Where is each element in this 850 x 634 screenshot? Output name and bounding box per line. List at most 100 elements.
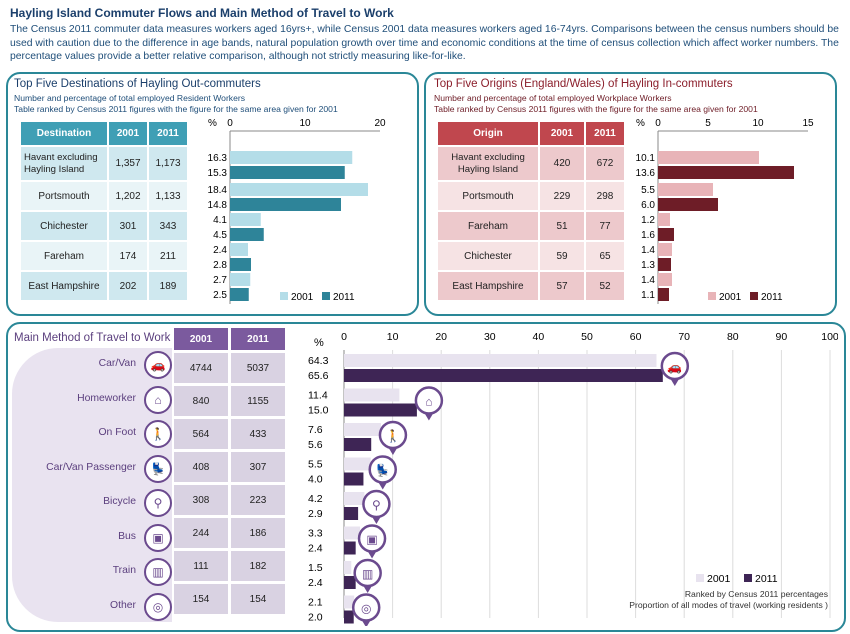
- bar-2001: [658, 151, 759, 164]
- data-label-2001: 11.4: [308, 390, 328, 402]
- train-icon-glyph: ▥: [362, 567, 373, 581]
- table-row: Portsmouth 229 298: [438, 182, 624, 210]
- data-label-2011: 1.1: [641, 290, 655, 301]
- row-2001: 1,202: [115, 190, 141, 202]
- data-label-2001: 4.2: [308, 493, 323, 505]
- x-tick-label: 0: [227, 118, 233, 129]
- bar-2001: [344, 457, 371, 471]
- row-2001: 308: [192, 494, 210, 506]
- table-row: 408 307: [174, 452, 285, 482]
- data-label-2011: 2.4: [308, 543, 323, 555]
- table-row: East Hampshire 57 52: [438, 272, 624, 300]
- col-header-2001: 2001: [540, 122, 584, 145]
- row-2001: 4744: [189, 362, 213, 374]
- table-row: Fareham 51 77: [438, 212, 624, 240]
- row-name: Fareham: [467, 220, 508, 232]
- bar-2011: [344, 403, 417, 417]
- row-2001: 174: [119, 250, 137, 262]
- walking-icon-glyph: 🚶: [385, 429, 400, 443]
- in-commuters-bar-chart: % 0 5 10 15 10.1 13.6 5.5 6.0 1.2 1.6 1.4 1.3 1.4 1.1 2…: [636, 118, 814, 304]
- table-row: 840 1155: [174, 386, 285, 416]
- travel-note-line1: Ranked by Census 2011 percentages: [684, 589, 828, 599]
- data-label-2011: 4.0: [308, 474, 323, 486]
- bus-icon: [357, 524, 387, 553]
- car-icon-glyph: 🚗: [667, 360, 682, 374]
- travel-method-label: Other: [110, 599, 136, 611]
- row-2011: 298: [596, 190, 614, 202]
- data-label-2001: 4.1: [213, 215, 227, 226]
- other-icon: [351, 593, 381, 622]
- col-header-destination: Destination: [21, 122, 107, 145]
- bar-2001: [344, 526, 361, 540]
- table-row: 154 154: [174, 584, 285, 614]
- data-label-2011: 2.4: [308, 577, 323, 589]
- x-tick-label: 90: [776, 331, 788, 343]
- out-commuters-bar-chart: % 0 10 20 16.3 15.3 18.4 14.8 4.1 4.5 2.4 2.8 2.7 2.5…: [208, 118, 386, 304]
- legend-swatch-2001: [708, 292, 716, 300]
- row-2001: 1,357: [115, 158, 141, 169]
- row-2001: 111: [193, 560, 209, 572]
- data-label-2011: 13.6: [636, 168, 656, 179]
- data-label-2011: 2.5: [213, 290, 227, 301]
- bar-2011: [230, 198, 341, 211]
- row-2001: 57: [556, 280, 568, 292]
- house-icon: [414, 386, 444, 415]
- row-2011: 307: [249, 461, 267, 473]
- data-label-2001: 7.6: [308, 424, 323, 436]
- bar-2001: [230, 243, 248, 256]
- bar-2011: [658, 288, 669, 301]
- bar-2001: [344, 388, 400, 402]
- data-label-2001: 10.1: [636, 153, 656, 164]
- in-commuters-table: Origin 2001 2011 Havant excluding Haylin…: [436, 120, 626, 302]
- table-row: 244 186: [174, 518, 285, 548]
- data-label-2011: 4.5: [213, 230, 227, 241]
- in-commuters-subtitle-line2: Table ranked by Census 2011 figures with…: [434, 103, 758, 114]
- walking-icon: [378, 420, 408, 450]
- legend-swatch-2011: [322, 292, 330, 300]
- travel-note-line2: Proportion of all modes of travel (worki…: [629, 599, 828, 610]
- x-tick-label: 50: [581, 331, 593, 343]
- row-name: Portsmouth: [462, 190, 514, 202]
- data-label-2011: 2.8: [213, 260, 227, 271]
- row-2001: 408: [192, 461, 210, 473]
- page-title: Hayling Island Commuter Flows and Main M…: [10, 6, 394, 20]
- bicycle-icon-glyph: ⚲: [372, 498, 381, 512]
- row-2011: 65: [599, 250, 611, 262]
- bar-2011: [230, 258, 251, 271]
- x-tick-label: 15: [802, 118, 814, 129]
- row-name: Fareham: [43, 250, 84, 262]
- passenger-seat-icon-glyph: 💺: [375, 464, 390, 478]
- table-row: 4744 5037: [174, 353, 285, 383]
- bar-2001: [230, 183, 368, 196]
- bar-2011: [344, 541, 356, 555]
- out-commuters-subtitle-line2: Table ranked by Census 2011 figures with…: [14, 103, 338, 114]
- row-2001: 154: [192, 593, 210, 605]
- data-label-2001: 16.3: [208, 153, 228, 164]
- out-commuters-panel: Top Five Destinations of Hayling Out-com…: [6, 72, 419, 316]
- bar-2011: [658, 198, 718, 211]
- data-label-2011: 15.0: [308, 405, 329, 417]
- legend-swatch-2011: [744, 574, 752, 582]
- data-label-2001: 1.5: [308, 562, 323, 574]
- row-name: East Hampshire: [28, 280, 100, 292]
- row-2011: 223: [249, 494, 267, 506]
- x-tick-label: 10: [752, 118, 764, 129]
- bar-2011: [230, 288, 249, 301]
- row-2011: 343: [159, 220, 177, 232]
- row-2001: 564: [192, 428, 210, 440]
- x-tick-label: 0: [341, 331, 347, 343]
- table-row: East Hampshire 202 189: [21, 272, 187, 300]
- row-2011: 5037: [246, 362, 270, 374]
- out-commuters-title: Top Five Destinations of Hayling Out-com…: [14, 78, 261, 90]
- travel-method-label: Car/Van: [98, 358, 136, 369]
- walking-icon: 🚶: [144, 420, 172, 448]
- out-commuters-subtitle-line1: Number and percentage of total employed …: [14, 93, 246, 103]
- data-label-2001: 2.1: [308, 597, 323, 609]
- bicycle-icon: ⚲: [144, 489, 172, 517]
- travel-method-label: Bicycle: [103, 496, 136, 507]
- x-tick-label: 10: [387, 331, 399, 343]
- x-tick-label: 100: [821, 331, 838, 343]
- row-2011: 211: [160, 250, 176, 262]
- row-name: Chichester: [464, 250, 512, 262]
- x-tick-label: 20: [435, 331, 447, 343]
